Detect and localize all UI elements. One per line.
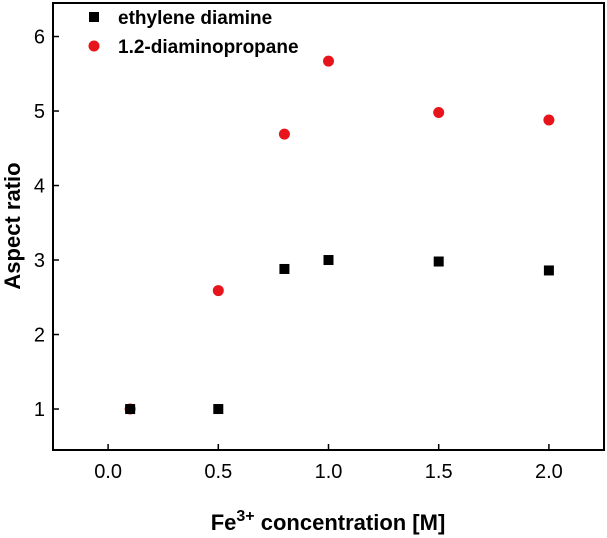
x-axis-title: Fe3+ concentration [M] [211, 508, 446, 535]
diaminopropane-point [543, 114, 555, 126]
ethylene-diamine-point [125, 404, 136, 415]
y-axis-ticks: 1 2 3 4 5 6 [34, 27, 59, 421]
x-tick-label: 1.0 [315, 461, 343, 483]
y-tick-label: 6 [34, 27, 45, 49]
ethylene-diamine-point [543, 265, 554, 276]
y-tick-label: 1 [34, 399, 45, 421]
x-tick-label: 0.0 [94, 461, 122, 483]
x-tick-label: 0.5 [204, 461, 232, 483]
x-axis-title-suffix: concentration [M] [255, 510, 446, 535]
diaminopropane-point [278, 128, 290, 140]
x-axis-title-prefix: Fe [211, 510, 237, 535]
plot-area [52, 2, 605, 451]
legend-label: 1.2-diaminopropane [118, 37, 299, 58]
x-axis-ticks: 0.0 0.5 1.0 1.5 2.0 [94, 444, 563, 483]
diaminopropane-point [323, 55, 334, 67]
legend-label: ethylene diamine [118, 8, 272, 29]
ethylene-diamine-point [433, 256, 444, 267]
y-axis-title: Aspect ratio [0, 162, 25, 289]
y-tick-label: 4 [34, 176, 45, 198]
diaminopropane-point [212, 285, 224, 297]
legend-circle-marker [88, 40, 100, 52]
y-tick-label: 3 [34, 250, 45, 272]
data-points [124, 55, 555, 415]
ethylene-diamine-point [323, 255, 334, 266]
x-axis-title-superscript: 3+ [236, 508, 254, 525]
ethylene-diamine-point [279, 263, 290, 274]
legend: ethylene diamine 1.2-diaminopropane [88, 8, 299, 58]
y-tick-label: 5 [34, 101, 45, 123]
x-tick-label: 2.0 [535, 461, 563, 483]
y-tick-label: 2 [34, 325, 45, 347]
ethylene-diamine-point [213, 404, 224, 415]
legend-square-marker [89, 12, 99, 22]
diaminopropane-point [433, 107, 445, 119]
x-tick-label: 1.5 [425, 461, 453, 483]
